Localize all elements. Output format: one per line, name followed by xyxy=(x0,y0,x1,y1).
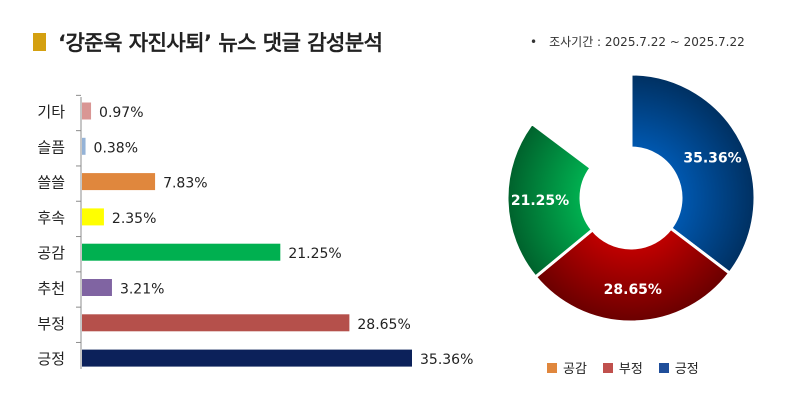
bar xyxy=(82,243,281,261)
bar xyxy=(82,279,112,296)
legend-item: 긍정 xyxy=(658,358,699,377)
legend-swatch xyxy=(602,362,613,373)
survey-period: • 조사기간 : 2025.7.22 ~ 2025.7.22 xyxy=(530,33,745,50)
legend-item: 부정 xyxy=(602,358,643,377)
period-text: 조사기간 : 2025.7.22 ~ 2025.7.22 xyxy=(549,35,745,49)
bar-value-label: 3.21% xyxy=(120,282,164,298)
bar-value-label: 0.97% xyxy=(99,105,143,121)
legend-swatch xyxy=(547,362,557,373)
bar xyxy=(82,137,86,155)
bar xyxy=(82,102,92,120)
legend-label: 부정 xyxy=(618,362,643,377)
legend-label: 공감 xyxy=(563,362,587,377)
bar-category-label: 추천 xyxy=(37,280,65,298)
bar-value-label: 2.35% xyxy=(112,211,156,227)
legend-label: 긍정 xyxy=(674,362,699,377)
donut-value-label: 28.65% xyxy=(604,282,662,298)
bar-category-label: 슬픔 xyxy=(37,138,65,156)
legend-item: 공감 xyxy=(547,358,587,377)
bar-category-label: 기타 xyxy=(37,103,65,121)
title-marker xyxy=(33,33,46,51)
bar xyxy=(82,208,104,226)
bar-value-label: 0.38% xyxy=(94,140,138,156)
bar-value-label: 7.83% xyxy=(163,176,207,192)
donut-value-label: 21.25% xyxy=(511,193,569,209)
donut-slice xyxy=(533,226,732,324)
bar-value-label: 21.25% xyxy=(288,246,341,262)
donut-slice xyxy=(505,121,595,280)
legend-swatch xyxy=(658,362,669,373)
bar-category-label: 후속 xyxy=(37,209,65,227)
bar-category-label: 공감 xyxy=(37,244,65,262)
donut-value-label: 35.36% xyxy=(683,151,741,167)
bar-category-label: 쓸쓸 xyxy=(37,174,65,192)
bar-value-label: 35.36% xyxy=(420,352,473,368)
bar-category-label: 긍정 xyxy=(37,350,65,368)
page-title: ‘강준욱 자진사퇴’ 뉴스 댓글 감성분석 xyxy=(58,31,383,55)
donut-slice xyxy=(629,72,757,276)
bar xyxy=(82,349,412,367)
period-bullet: • xyxy=(530,35,538,49)
donut-legend: 공감 부정 긍정 xyxy=(547,358,699,377)
bar xyxy=(82,314,350,332)
bar-category-label: 부정 xyxy=(37,315,65,333)
bar xyxy=(82,173,156,191)
bar-value-label: 28.65% xyxy=(357,317,410,333)
